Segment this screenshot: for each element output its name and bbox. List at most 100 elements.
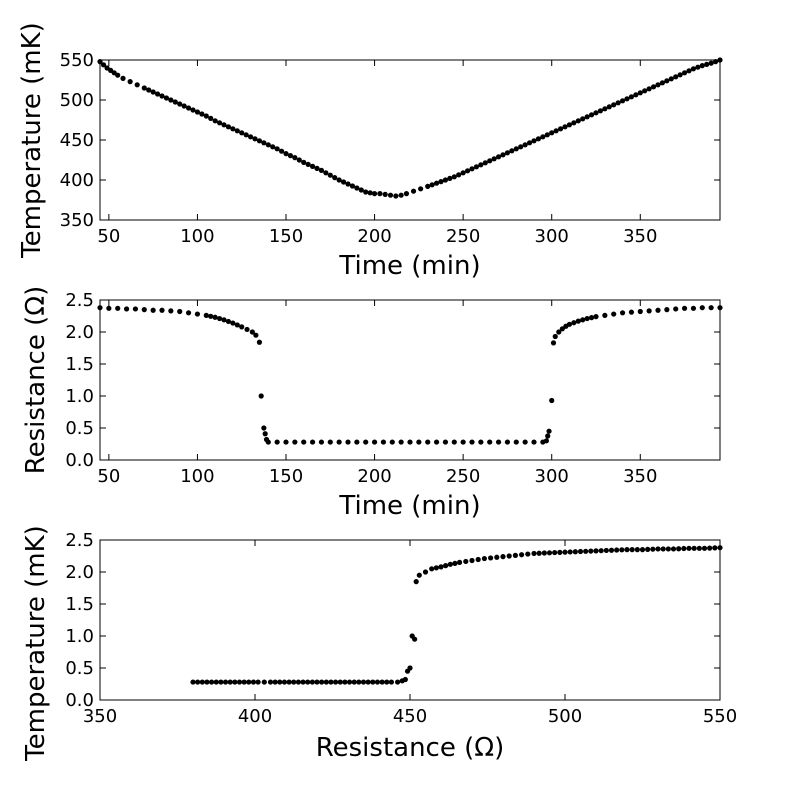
panel-1-data-point (469, 166, 475, 172)
panel-2-data-point (442, 439, 449, 445)
panel-3-data-point (323, 679, 329, 685)
panel-2-data-point (141, 307, 147, 313)
panel-3-data-point (557, 549, 563, 555)
panel-1-data-point (438, 179, 444, 185)
panel-1-data-point (708, 60, 714, 66)
panel-1-data-point (606, 104, 612, 110)
panel-1-data-point (429, 182, 435, 188)
panel-1-data-point (695, 64, 701, 70)
panel-3-data-point (531, 550, 537, 557)
panel-2-data-point (451, 439, 457, 445)
panel-1-data-point (230, 126, 236, 132)
panel-3-data-point (413, 579, 419, 585)
panel-1-data-point (447, 175, 453, 181)
panel-1-data-point (309, 163, 316, 169)
panel-1-data-point (549, 130, 555, 136)
panel-2-data-point (584, 315, 590, 322)
panel-2-data-point (380, 439, 387, 445)
panel-1-data-point (212, 118, 218, 124)
panel-1-data-point (199, 111, 205, 117)
panel-1-data-point (134, 82, 140, 88)
panel-3-data-point (593, 548, 599, 554)
panel-1-data-point (168, 97, 174, 103)
panel-3-data-point (412, 636, 418, 642)
panel-1-data-point (403, 191, 410, 197)
panel-3-data-point (342, 679, 348, 685)
panel-3-data-point (319, 679, 325, 685)
panel-3-data-point (681, 545, 687, 552)
panel-1-data-point (464, 168, 471, 174)
panel-3-data-point (314, 679, 320, 685)
panel-2-data-point (655, 307, 661, 313)
panel-1-data-point (318, 167, 325, 173)
panel-1-y-tick-label: 400 (60, 170, 94, 191)
panel-3-data-point (562, 549, 568, 555)
panel-3-data-point (670, 546, 677, 552)
panel-1-data-point (659, 80, 666, 86)
panel-2-data-point (115, 305, 121, 311)
panel-3-y-tick-label: 0.0 (65, 690, 94, 711)
panel-2-data-point (571, 320, 577, 326)
panel-1-data-point (456, 172, 462, 178)
panel-3-data-point (388, 679, 394, 685)
panel-1-points (97, 57, 723, 199)
panel-1-data-point (433, 180, 440, 186)
panel-1-data-point (593, 110, 599, 116)
panel-3-data-point (346, 679, 353, 685)
panel-3-data-point (384, 679, 390, 685)
panel-3-data-point (416, 572, 422, 578)
panel-1-data-point (274, 146, 280, 152)
panel-3-data-point (337, 679, 343, 685)
panel-3-frame (99, 539, 721, 701)
panel-2-data-point (225, 318, 232, 325)
panel-1-data-point (190, 107, 196, 113)
panel-1-y-axis-label: Temperature (mK) (17, 22, 47, 259)
panel-3-data-point (481, 555, 487, 562)
panel-1-y-tick-label: 350 (60, 210, 94, 231)
panel-3-data-point (213, 679, 219, 685)
panel-2-ticks: 50 100 150 200 250 300 350 0.0 0.5 1.0 1.5 2.0 2.5 (65, 290, 720, 487)
panel-3-data-point (469, 557, 475, 564)
panel-1-data-point (588, 112, 595, 118)
panel-3-data-point (707, 545, 713, 551)
panel-3-data-point (433, 565, 439, 571)
panel-3-data-point (447, 561, 453, 567)
panel-1-data-point (704, 61, 710, 67)
panel-1-data-point (252, 136, 258, 142)
panel-3-data-point (209, 679, 215, 685)
panel-1-data-point (367, 190, 373, 196)
panel-3-data-point (588, 548, 594, 554)
panel-2-data-point (150, 307, 156, 313)
panel-1-x-tick-label: 250 (446, 226, 480, 247)
panel-1-data-point (655, 82, 661, 88)
panel-1-data-point (185, 105, 192, 111)
panel-3-data-point (500, 554, 506, 560)
panel-2-data-point (495, 439, 502, 445)
panel-3-data-point (598, 548, 604, 554)
panel-1-data-point (398, 192, 404, 198)
panel-1-data-point (177, 101, 183, 107)
panel-3-data-point (267, 679, 274, 685)
panel-2-data-point (212, 314, 218, 320)
panel-2-y-tick-label: 2.5 (65, 290, 94, 311)
panel-1-data-point (624, 96, 630, 102)
panel-1-data-point (336, 177, 342, 183)
panel-1-data-point (460, 170, 466, 176)
panel-1-data-point (540, 134, 546, 140)
panel-1-data-point (451, 174, 457, 180)
panel-2-data-point (469, 439, 475, 445)
panel-2-data-point (258, 393, 264, 399)
panel-1-data-point (690, 66, 697, 72)
panel-3-data-point (407, 665, 413, 671)
panel-1-data-point (287, 153, 294, 159)
panel-3: 350 400 450 500 550 0.0 0.5 1.0 1.5 2.0 2.5 Resist… (21, 525, 737, 763)
panel-1-x-tick-label: 50 (97, 226, 120, 247)
panel-1-data-point (487, 158, 493, 164)
panel-3-data-point (255, 679, 261, 685)
panel-1-data-point (243, 132, 249, 138)
panel-2-y-tick-label: 0.5 (65, 418, 94, 439)
panel-1-data-point (340, 179, 347, 185)
panel-1-data-point (509, 148, 515, 154)
panel-1-data-point (553, 128, 559, 134)
